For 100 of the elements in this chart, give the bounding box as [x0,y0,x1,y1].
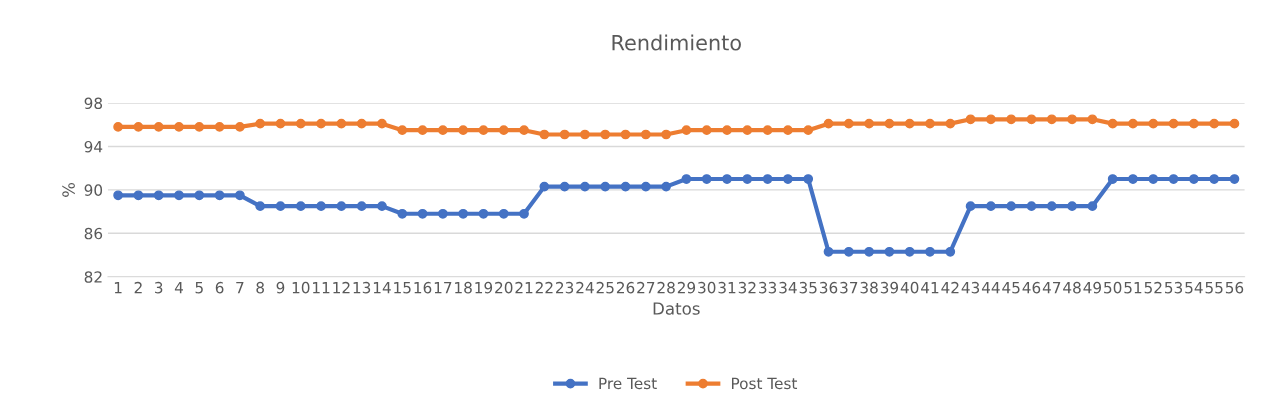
point [113,190,123,201]
x-tick-label: 49 [1083,281,1102,294]
point [133,122,144,132]
x-tick-label: 8 [256,281,264,294]
point [255,118,266,129]
x-tick-label: 33 [759,281,777,294]
point [397,208,408,219]
point [1026,201,1037,212]
point [701,125,712,136]
x-tick-label: 18 [455,281,472,294]
point [1046,114,1057,125]
point [153,122,164,132]
point [864,246,874,257]
x-tick-label: 32 [738,281,756,294]
point [194,122,205,132]
point [661,129,671,140]
x-tick-label: 34 [779,281,797,294]
point [295,201,306,212]
point [1188,118,1199,129]
point [539,129,550,140]
point [356,118,367,129]
x-tick-label: 37 [840,281,858,294]
x-tick-label: 3 [155,281,163,294]
x-tick-label: 46 [1022,281,1041,294]
point [904,246,915,257]
point [214,122,225,132]
point [397,125,408,136]
point [153,190,164,201]
y-tick-label: 82 [84,271,102,283]
point [580,181,590,192]
x-tick-label: 6 [215,281,224,294]
point [884,118,895,129]
point [986,201,996,212]
x-tick-label: 26 [616,281,635,294]
point [925,246,935,257]
x-tick-label: 5 [195,282,203,294]
x-tick-label: 40 [900,281,919,294]
point [1168,174,1179,184]
point [194,190,205,201]
point [600,181,611,192]
point [640,129,651,140]
point [965,114,976,125]
point [945,118,956,129]
point [925,118,935,129]
y-tick-label: 98 [84,97,103,110]
point [843,246,854,257]
x-tick-label: 21 [515,281,533,294]
x-tick-label: 24 [576,281,594,294]
point [1148,118,1159,129]
point [783,125,793,136]
point [1107,174,1118,184]
x-tick-label: 44 [981,282,1000,294]
x-tick-label: 25 [596,281,614,294]
point [356,201,367,212]
point [539,181,550,192]
point [1148,174,1159,184]
point [1229,118,1240,129]
x-tick-label: 54 [1185,282,1203,294]
point [1128,174,1138,184]
y-tick-label: 86 [84,227,103,240]
point [580,129,590,140]
point [1209,118,1220,129]
x-tick-label: 52 [1144,281,1162,294]
x-tick-label: 50 [1104,281,1122,294]
point [600,129,611,140]
point [1067,201,1077,212]
point [823,118,834,129]
point [478,208,489,219]
point [417,125,428,136]
x-tick-label: 38 [860,281,878,294]
point [640,181,651,192]
x-tick-label: 35 [799,281,817,294]
x-tick-label: 27 [637,281,655,294]
x-tick-label: 4 [174,282,183,294]
x-tick-label: 22 [535,281,553,294]
point [823,246,834,257]
legend-label: Pre Test [599,377,657,390]
x-tick-label: 51 [1124,282,1142,294]
x-tick-label: 16 [414,281,432,294]
point [437,208,448,219]
point [1168,118,1179,129]
y-axis-title: % [62,182,75,197]
x-tick-label: 53 [1165,281,1183,294]
point [884,246,895,257]
point [904,118,915,129]
point [1006,114,1017,125]
point [1229,174,1240,184]
point [519,208,529,219]
point [275,201,286,212]
point [986,114,996,125]
point [864,118,874,129]
point [377,201,387,212]
x-tick-label: 9 [276,281,285,294]
point [1087,201,1098,212]
point [945,246,956,257]
point [519,125,529,136]
point [1188,174,1199,184]
point [417,208,428,219]
point [559,181,570,192]
x-tick-label: 14 [373,282,391,294]
